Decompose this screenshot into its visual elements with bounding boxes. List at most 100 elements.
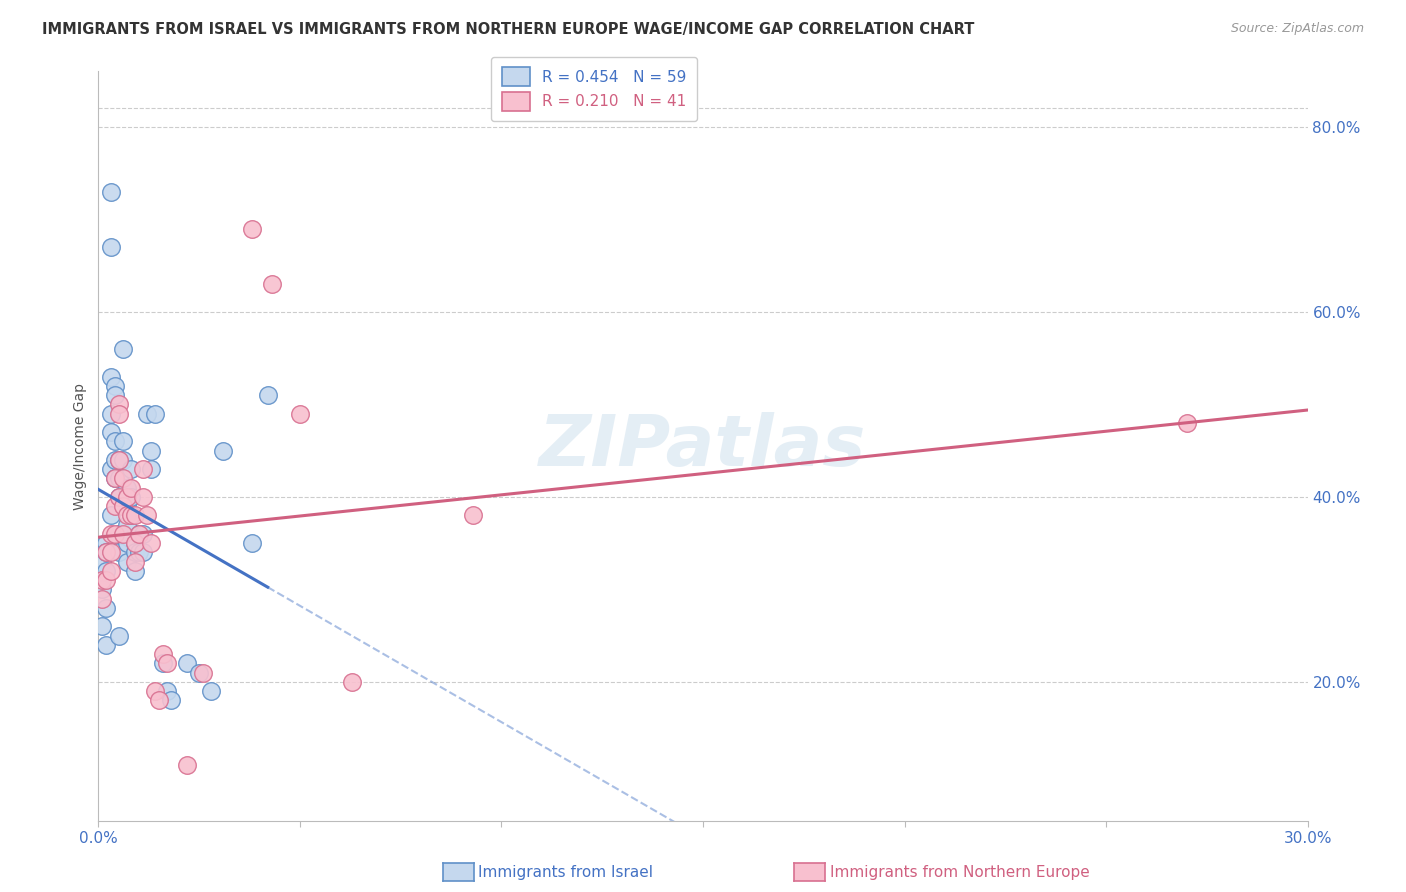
Legend: R = 0.454   N = 59, R = 0.210   N = 41: R = 0.454 N = 59, R = 0.210 N = 41: [492, 56, 697, 121]
Point: [135, 508, 157, 523]
Point: [115, 517, 138, 532]
Point: [115, 490, 138, 504]
Point: [103, 434, 125, 449]
Point: [139, 536, 162, 550]
Point: [212, 443, 235, 458]
Point: [91, 573, 114, 587]
Point: [124, 508, 146, 523]
Point: [128, 527, 150, 541]
Point: [115, 536, 138, 550]
Point: [115, 499, 138, 513]
Point: [103, 471, 125, 485]
Point: [107, 545, 129, 559]
Point: [115, 555, 138, 569]
Point: [463, 508, 485, 523]
Point: [100, 527, 122, 541]
Point: [96, 545, 118, 559]
Point: [115, 481, 138, 495]
Point: [103, 471, 125, 485]
Point: [103, 499, 125, 513]
Point: [111, 499, 134, 513]
Point: [91, 555, 114, 569]
Point: [148, 693, 170, 707]
Point: [111, 342, 134, 356]
Point: [156, 684, 179, 698]
Point: [96, 573, 118, 587]
Point: [107, 407, 129, 421]
Point: [124, 536, 146, 550]
Point: [96, 545, 118, 559]
Point: [100, 508, 122, 523]
Point: [107, 397, 129, 411]
Point: [160, 693, 183, 707]
Point: [176, 657, 198, 671]
Point: [96, 638, 118, 652]
Point: [143, 407, 166, 421]
Point: [120, 508, 142, 523]
Text: Source: ZipAtlas.com: Source: ZipAtlas.com: [1230, 22, 1364, 36]
Point: [1175, 416, 1198, 430]
Point: [100, 185, 122, 199]
Point: [240, 221, 263, 235]
Point: [120, 462, 142, 476]
Point: [107, 629, 129, 643]
Point: [107, 527, 129, 541]
Point: [100, 462, 122, 476]
Point: [342, 674, 364, 689]
Point: [152, 647, 174, 661]
Point: [107, 471, 129, 485]
Point: [176, 758, 198, 772]
Text: Immigrants from Israel: Immigrants from Israel: [478, 865, 652, 880]
Point: [124, 545, 146, 559]
Point: [91, 582, 114, 597]
Point: [100, 369, 122, 384]
Point: [240, 536, 263, 550]
Point: [111, 434, 134, 449]
Point: [139, 462, 162, 476]
Point: [120, 508, 142, 523]
Point: [107, 527, 129, 541]
Point: [143, 684, 166, 698]
Point: [124, 555, 146, 569]
Point: [115, 508, 138, 523]
Point: [124, 536, 146, 550]
Point: [139, 443, 162, 458]
Point: [188, 665, 211, 680]
Point: [96, 564, 118, 578]
Point: [100, 564, 122, 578]
Point: [260, 277, 283, 292]
Point: [96, 600, 118, 615]
Point: [111, 453, 134, 467]
Point: [100, 425, 122, 439]
Point: [128, 527, 150, 541]
Point: [111, 471, 134, 485]
Point: [103, 527, 125, 541]
Point: [91, 619, 114, 633]
Text: ZIPatlas: ZIPatlas: [540, 411, 866, 481]
Text: Immigrants from Northern Europe: Immigrants from Northern Europe: [830, 865, 1090, 880]
Point: [103, 453, 125, 467]
Point: [107, 453, 129, 467]
Point: [100, 407, 122, 421]
Point: [124, 564, 146, 578]
Point: [107, 453, 129, 467]
Point: [111, 527, 134, 541]
Point: [156, 657, 179, 671]
Point: [107, 490, 129, 504]
Point: [100, 240, 122, 254]
Point: [100, 545, 122, 559]
Point: [128, 545, 150, 559]
Point: [132, 527, 155, 541]
Y-axis label: Wage/Income Gap: Wage/Income Gap: [73, 383, 87, 509]
Point: [91, 591, 114, 606]
Point: [193, 665, 215, 680]
Point: [120, 481, 142, 495]
Point: [200, 684, 222, 698]
Point: [96, 536, 118, 550]
Point: [256, 388, 278, 402]
Text: IMMIGRANTS FROM ISRAEL VS IMMIGRANTS FROM NORTHERN EUROPE WAGE/INCOME GAP CORREL: IMMIGRANTS FROM ISRAEL VS IMMIGRANTS FRO…: [42, 22, 974, 37]
Point: [103, 379, 125, 393]
Point: [288, 407, 311, 421]
Point: [111, 499, 134, 513]
Point: [132, 490, 155, 504]
